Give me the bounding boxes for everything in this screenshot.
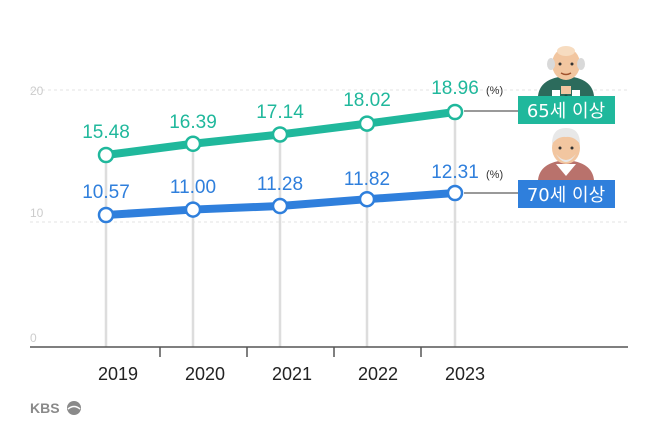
x-tick-2019: 2019 [98, 364, 138, 384]
data-point-65-2023 [446, 103, 464, 121]
y-tick-0: 0 [30, 331, 37, 345]
legend-badge-65: 65세 이상 [518, 96, 615, 124]
x-tick-2020: 2020 [185, 364, 225, 384]
unit-label-65: (%) [486, 85, 503, 97]
y-tick-10: 10 [30, 206, 44, 220]
unit-label-70: (%) [486, 169, 503, 181]
data-point-70-2022 [358, 190, 376, 208]
legend-label-70: 70세 이상 [527, 185, 605, 206]
series-65-labels: 15.48 16.39 17.14 18.02 18.96 (%) [82, 78, 503, 143]
series-70-labels: 10.57 11.00 11.28 11.82 12.31 (%) [82, 162, 503, 203]
series-layer [97, 103, 464, 224]
data-label-70-2020: 11.00 [170, 177, 216, 198]
data-point-70-2021 [271, 197, 289, 215]
data-point-70-2023 [446, 184, 464, 202]
data-label-70-2022: 11.82 [344, 169, 390, 190]
y-tick-20: 20 [30, 84, 44, 98]
x-tick-2021: 2021 [272, 364, 312, 384]
data-point-70-2020 [184, 201, 202, 218]
data-point-70-2019 [97, 206, 115, 224]
legend-badge-70: 70세 이상 [518, 180, 615, 208]
data-label-65-2023: 18.96 [431, 78, 479, 99]
data-label-65-2019: 15.48 [82, 122, 130, 143]
data-label-65-2022: 18.02 [343, 90, 391, 111]
elderly-man-bald-icon [538, 46, 594, 99]
data-point-65-2020 [184, 135, 202, 153]
elderly-man-bearded-icon [538, 128, 594, 180]
data-point-65-2021 [271, 126, 289, 143]
drop-lines [104, 112, 457, 347]
kbs-logo-mark [67, 401, 81, 415]
data-point-65-2019 [97, 146, 115, 164]
x-tick-2023: 2023 [445, 364, 485, 384]
kbs-logo-text: KBS [30, 400, 60, 416]
data-label-70-2019: 10.57 [82, 182, 130, 203]
data-label-70-2021: 11.28 [257, 174, 303, 195]
x-axis-dividers [159, 347, 422, 357]
x-tick-2022: 2022 [358, 364, 398, 384]
data-label-65-2020: 16.39 [169, 112, 217, 133]
kbs-logo: KBS [30, 400, 81, 416]
legend-label-65: 65세 이상 [527, 101, 605, 122]
data-label-65-2021: 17.14 [256, 102, 304, 123]
data-label-70-2023: 12.31 [431, 162, 479, 183]
data-point-65-2022 [358, 115, 376, 132]
